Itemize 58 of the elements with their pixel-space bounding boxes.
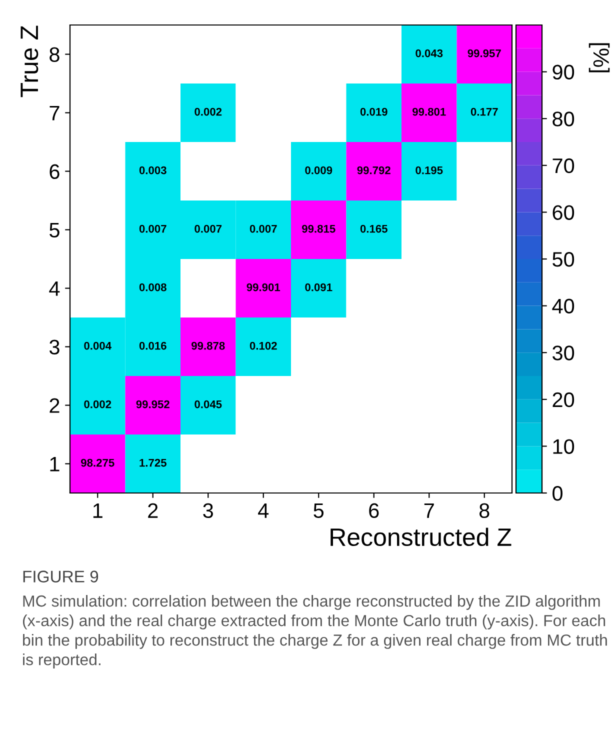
color-bar-label: 0 [552, 486, 562, 501]
data-label: 0.007 [139, 224, 166, 233]
y-tick-label: 8 [50, 47, 60, 62]
data-label: 0.008 [139, 283, 166, 292]
color-bar-label: 10 [553, 439, 574, 454]
color-bar-label: 20 [552, 392, 574, 408]
data-label: 0.004 [84, 342, 112, 350]
color-bar-label: 70 [552, 158, 574, 174]
data-label: 0.091 [305, 283, 332, 292]
data-label: 99.957 [468, 49, 501, 58]
x-tick-label: 4 [258, 503, 269, 518]
x-tick-label: 7 [424, 503, 434, 518]
data-label: 0.009 [305, 166, 332, 174]
data-label: 99.878 [192, 342, 225, 350]
data-label: 0.019 [360, 108, 388, 116]
color-bar-label: 80 [552, 112, 574, 126]
data-label: 0.003 [139, 166, 166, 174]
data-label: 99.952 [136, 400, 170, 408]
data-label: 0.002 [194, 108, 222, 116]
data-label: 98.275 [81, 458, 114, 467]
color-bar-label: 60 [552, 205, 574, 220]
color-bar-label: 30 [552, 346, 574, 360]
y-tick-label: 2 [50, 398, 60, 413]
data-label: 0.102 [250, 342, 277, 350]
x-tick-label: 6 [369, 503, 379, 518]
data-label: 0.002 [84, 400, 112, 408]
x-axis-title: Reconstructed Z [330, 528, 512, 546]
data-label: 0.195 [416, 166, 443, 174]
x-tick-label: 5 [314, 503, 324, 518]
data-label: 99.801 [412, 108, 446, 116]
data-label: 0.016 [139, 342, 166, 350]
x-tick-label: 1 [93, 503, 102, 518]
data-label: 0.177 [470, 108, 498, 116]
y-tick-label: 6 [50, 164, 60, 180]
y-tick-label: 4 [49, 281, 60, 296]
text: MC simulation: correlation between the charge reconstructed by the ZID algorithm (x-axis) and the real charge extracted from the Monte Carlo truth (y-axis). For each bin the probability to reconstruct the charge Z for a given real charge from MC truth is reported. [22, 595, 607, 668]
data-label: 1.725 [140, 458, 166, 467]
color-bar-title: [%] [588, 43, 610, 72]
color-bar-label: 90 [552, 64, 574, 80]
caption: FIGURE 9 [23, 570, 98, 582]
y-tick-label: 1 [50, 456, 60, 472]
data-label: 0.007 [250, 224, 277, 233]
data-label: 99.792 [357, 166, 390, 174]
y-tick-label: 7 [50, 106, 60, 120]
color-bar-label: 50 [552, 252, 574, 267]
y-tick-label: 5 [50, 222, 60, 238]
data-label: 0.165 [360, 224, 388, 233]
x-tick-label: 8 [479, 503, 490, 518]
data-label: 0.045 [194, 400, 222, 408]
x-tick-label: 2 [148, 503, 158, 518]
color-bar-label: 40 [552, 298, 574, 314]
y-axis-title: True Z [20, 26, 38, 98]
x-tick-label: 3 [203, 503, 214, 518]
data-label: 99.901 [246, 283, 280, 292]
data-label: 0.043 [416, 49, 443, 58]
data-label: 0.007 [194, 224, 222, 233]
data-label: 99.815 [302, 224, 336, 233]
y-tick-label: 3 [49, 340, 60, 355]
